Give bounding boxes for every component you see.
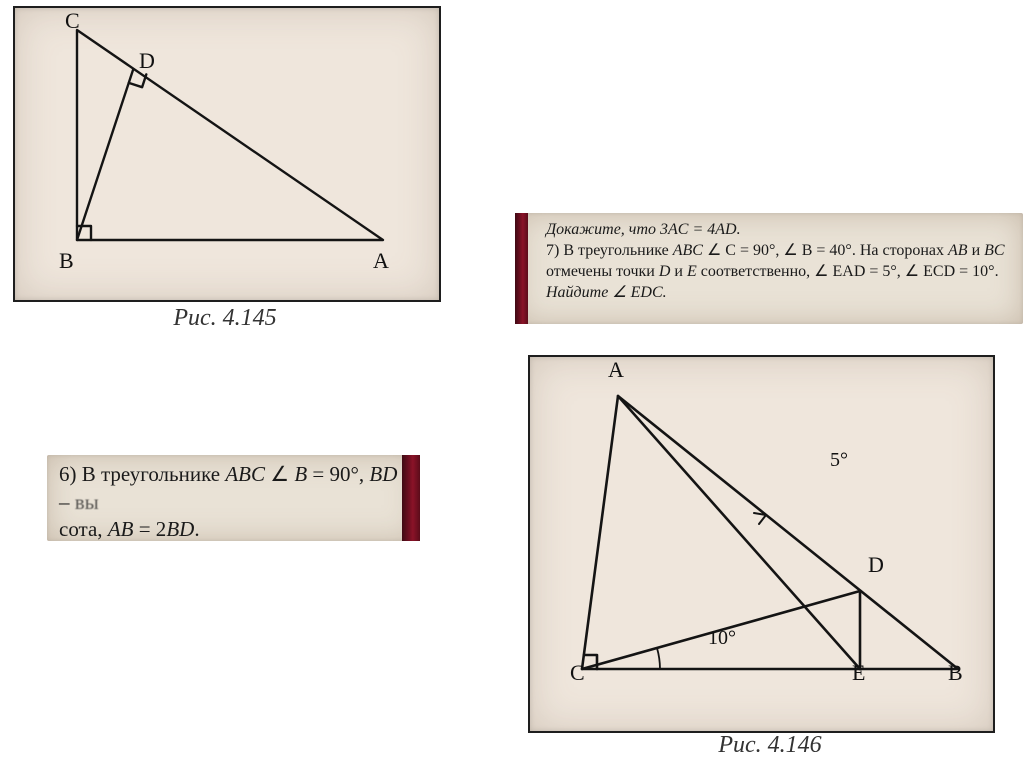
p7-e: E [687, 263, 697, 280]
vertex-label-D: D [139, 48, 155, 74]
p6-c: – [59, 490, 75, 514]
p6-bd: BD [369, 462, 397, 486]
figure-4-145-caption: Рис. 4.145 [130, 305, 320, 332]
figure-4-145: C D B A [13, 6, 441, 302]
p7-prove: Докажите, что 3AC = 4AD. [546, 221, 741, 238]
p6-abc: ABC [225, 462, 265, 486]
scan-edge-strip-2 [515, 213, 528, 324]
vertex-label-E2: E [852, 660, 865, 686]
vertex-label-D2: D [868, 552, 884, 578]
problem-6-text: 6) В треугольнике ABC ∠ B = 90°, BD – вы… [47, 455, 417, 541]
p6-eq: = 2 [133, 517, 166, 541]
angle-label-10deg: 10° [708, 627, 736, 650]
vertex-label-B2: B [948, 660, 963, 686]
angle-label-5deg: 5° [830, 449, 848, 472]
p6-period: . [194, 517, 199, 541]
p6-bd2: BD [166, 517, 194, 541]
p6-cut: вы [75, 490, 99, 514]
figure-4-146: A C B E D 5° 10° [528, 355, 995, 733]
triangle-abc-de-svg [530, 357, 993, 731]
p6-l2a: сота, [59, 517, 108, 541]
p7-abc: ABC [673, 242, 703, 259]
p7-l3: Найдите ∠ EDC. [546, 284, 667, 301]
p7-bc: BC [984, 242, 1004, 259]
p7-l1a: 7) В треугольнике [546, 242, 673, 259]
p7-and: и [968, 242, 985, 259]
p7-l1b: ∠ C = 90°, ∠ B = 40°. На сторонах [703, 242, 948, 259]
figure-4-146-caption: Рис. 4.146 [690, 732, 850, 759]
p7-l2c: соответственно, ∠ EAD = 5°, ∠ ECD = 10°. [697, 263, 999, 280]
p6-B: B [294, 462, 307, 486]
vertex-label-B: B [59, 248, 74, 274]
p6-ab: AB [108, 517, 134, 541]
vertex-label-C: C [65, 8, 80, 34]
vertex-label-A2: A [608, 357, 624, 383]
p7-d: D [659, 263, 671, 280]
scan-edge-strip [402, 455, 420, 541]
p7-l2b: и [670, 263, 687, 280]
p6-b: = 90°, [307, 462, 369, 486]
problem-7-text: Докажите, что 3AC = 4AD. 7) В треугольни… [518, 213, 1023, 324]
vertex-label-C2: C [570, 660, 585, 686]
p6-a: ∠ [265, 462, 294, 486]
vertex-label-A: A [373, 248, 389, 274]
p7-l2a: отмечены точки [546, 263, 659, 280]
p7-ab: AB [948, 242, 968, 259]
p6-prefix: 6) В треугольнике [59, 462, 225, 486]
